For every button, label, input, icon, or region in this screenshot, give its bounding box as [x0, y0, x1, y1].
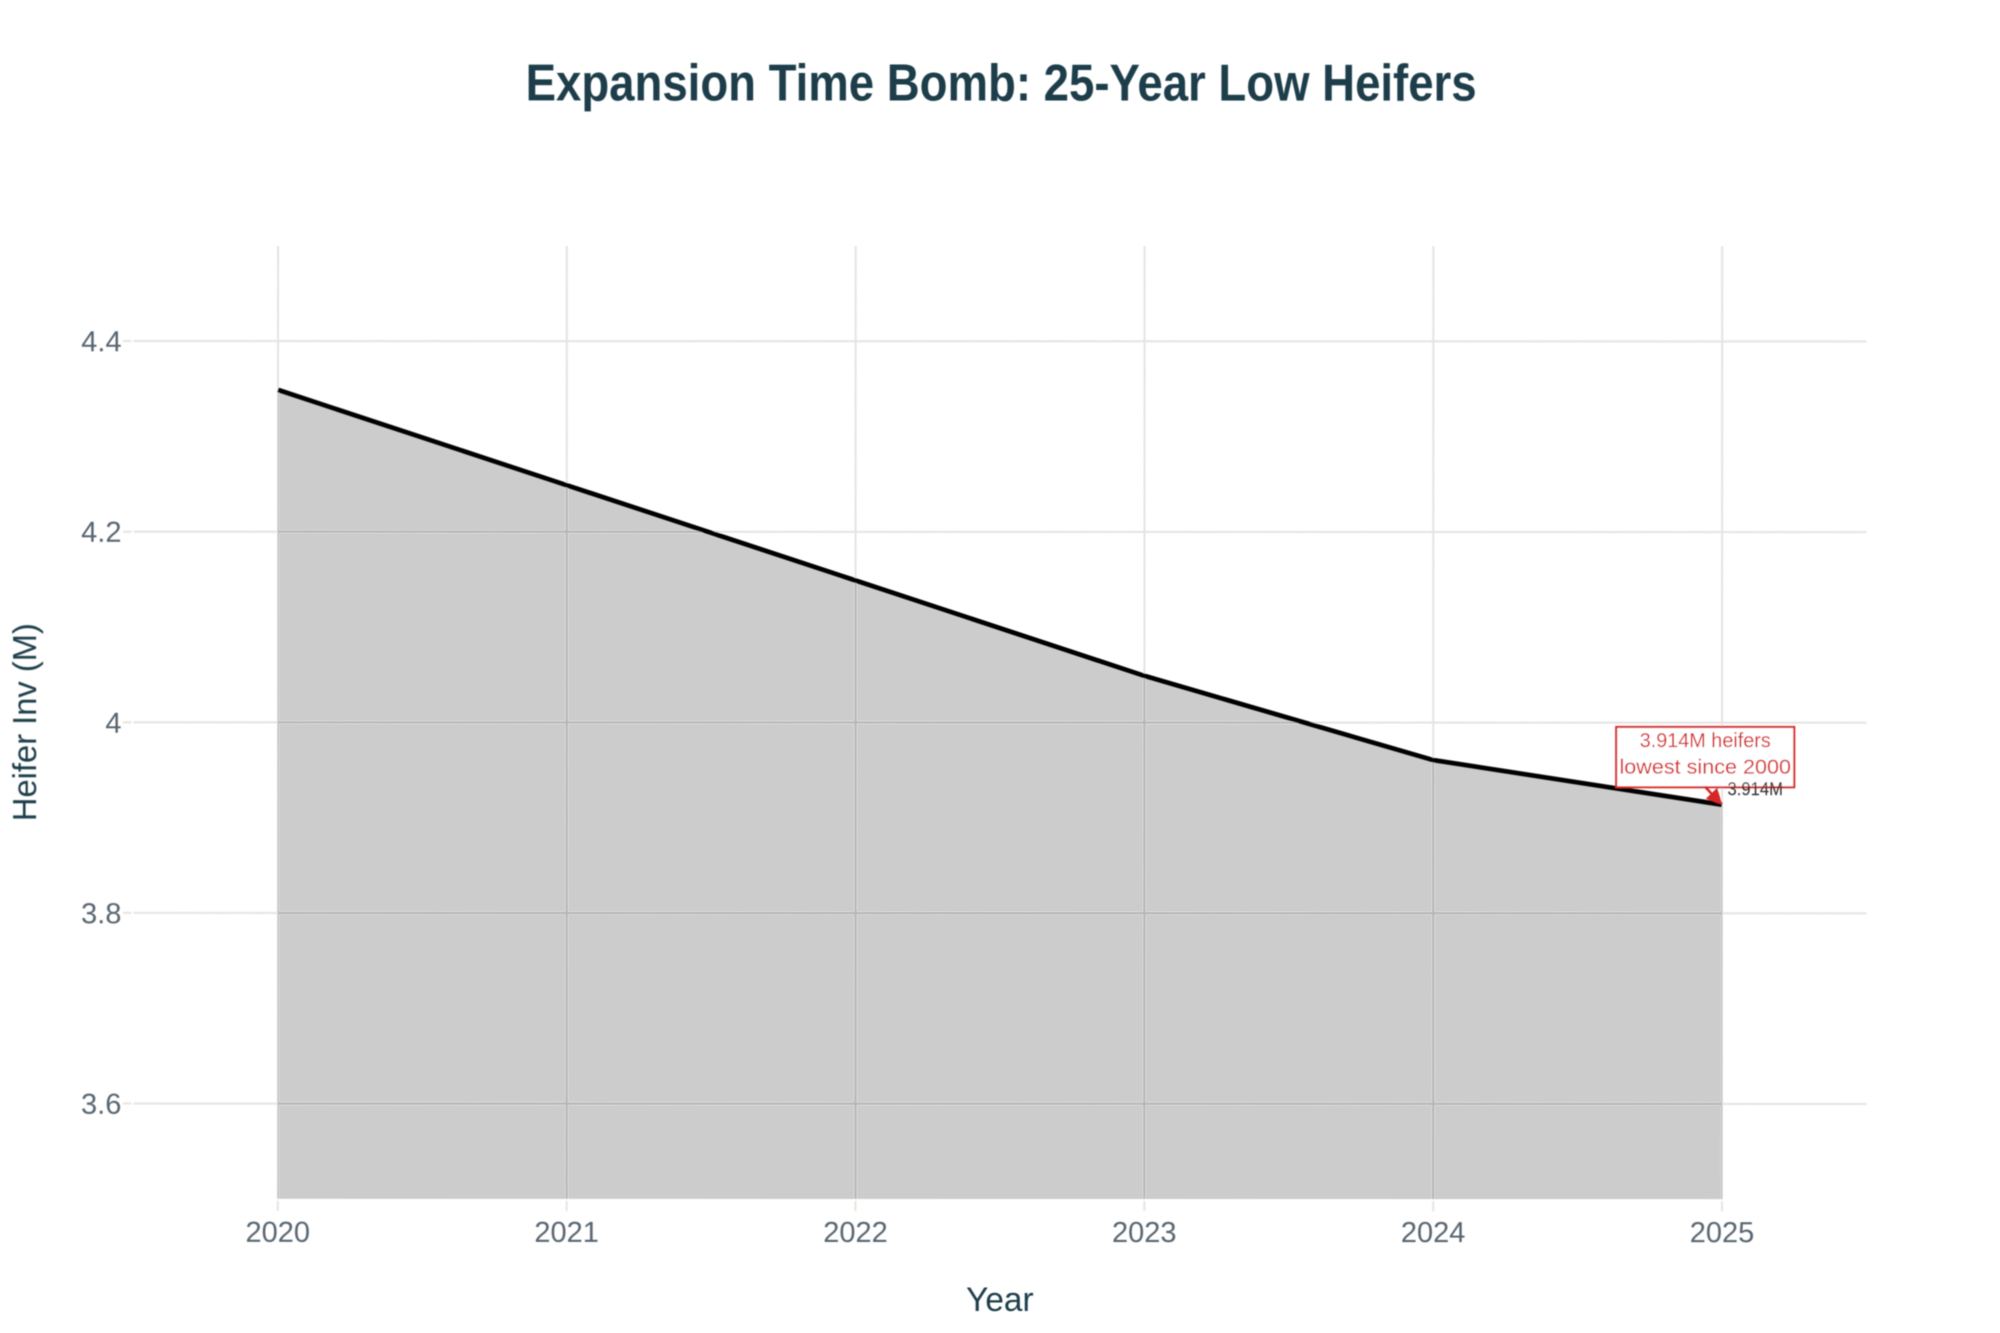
svg-text:lowest since 2000: lowest since 2000 — [1619, 757, 1791, 779]
svg-text:2021: 2021 — [534, 1217, 599, 1249]
svg-text:2022: 2022 — [823, 1217, 888, 1249]
svg-text:4.2: 4.2 — [81, 517, 121, 549]
svg-text:3.8: 3.8 — [81, 898, 121, 930]
svg-text:2024: 2024 — [1401, 1217, 1466, 1249]
svg-text:Year: Year — [966, 1281, 1034, 1319]
svg-text:4: 4 — [105, 708, 121, 740]
svg-text:3.914M: 3.914M — [1727, 779, 1783, 799]
svg-text:Heifer Inv (M): Heifer Inv (M) — [7, 623, 44, 821]
svg-text:Expansion Time Bomb: 25-Year L: Expansion Time Bomb: 25-Year Low Heifers — [526, 54, 1477, 112]
svg-text:3.914M heifers: 3.914M heifers — [1640, 730, 1771, 752]
svg-text:2023: 2023 — [1112, 1217, 1177, 1249]
svg-text:2020: 2020 — [245, 1217, 310, 1249]
svg-text:3.6: 3.6 — [81, 1089, 121, 1121]
svg-text:2025: 2025 — [1690, 1217, 1755, 1249]
svg-text:4.4: 4.4 — [81, 326, 121, 358]
